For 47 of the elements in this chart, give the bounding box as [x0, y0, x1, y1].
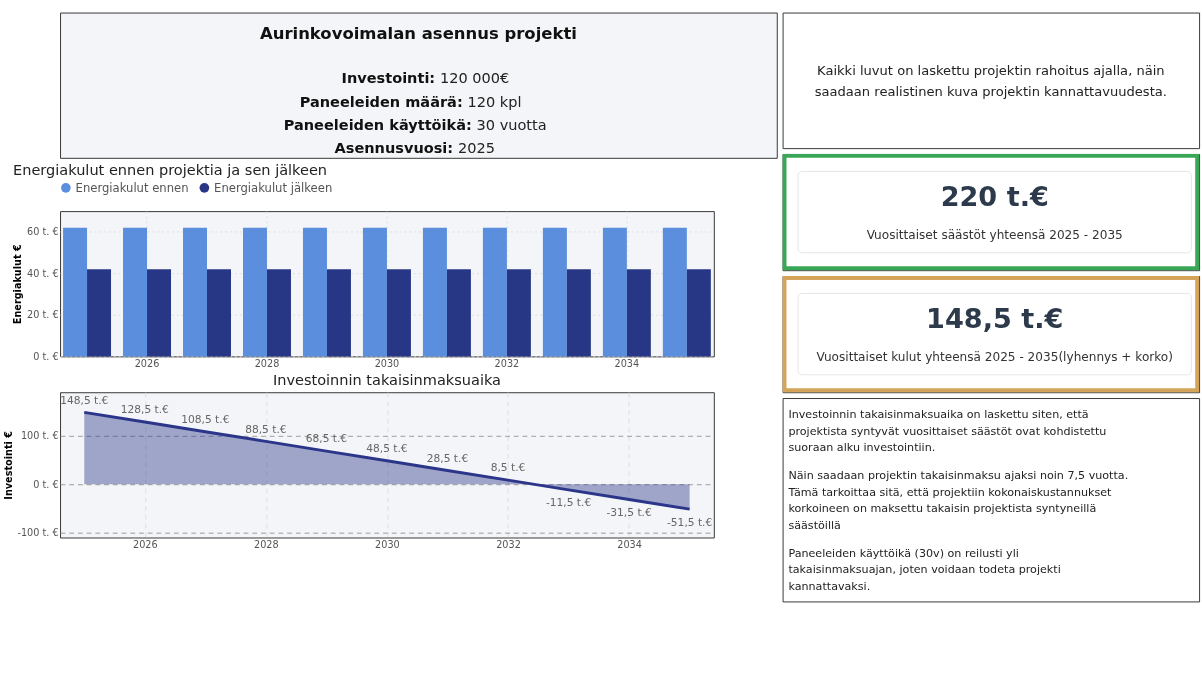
x-tick-label: 2028 — [254, 357, 280, 369]
y-tick-label: 0 t. € — [33, 350, 59, 362]
y-tick-label: 100 t. € — [20, 430, 59, 442]
text: Investointi: 120 000€ — [341, 70, 510, 87]
text: 220 t.€ — [940, 181, 1049, 213]
text: Paneeleiden käyttöikä: 30 vuotta — [283, 116, 547, 133]
data-label: 68,5 t.€ — [305, 432, 348, 446]
chart-title: Investoinnin takaisinmaksuaika — [272, 372, 501, 389]
data-label: 108,5 t.€ — [181, 412, 230, 426]
data-label: 148,5 t.€ — [60, 393, 109, 407]
data-label: 48,5 t.€ — [366, 442, 408, 456]
data-label: 8,5 t.€ — [490, 461, 526, 475]
x-tick-label: 2026 — [134, 357, 160, 369]
data-label: -51,5 t.€ — [667, 515, 713, 529]
x-tick-label: 2034 — [614, 357, 640, 369]
text: Kaikki luvut on laskettu projektin rahoitus ajalla, näin saadaan realistinen kuva projektin kannattavuudesta. — [814, 62, 1167, 99]
legend-label: Energiakulut jälkeen — [214, 180, 333, 195]
text: Paneeleiden määrä: 120 kpl — [299, 93, 522, 110]
text: Vuosittaiset kulut yhteensä 2025 - 2035(lyhennys + korko) — [816, 350, 1173, 365]
x-tick-label: 2030 — [374, 357, 400, 369]
text: 148,5 t.€ — [926, 303, 1064, 335]
text: Investoinnin takaisinmaksuaika on laskettu siten, että projektista syntyvät vuosittaiset säästöt ovat kohdistettu suoraan alku investointiin. — [788, 408, 1107, 455]
y-tick-label: 0 t. € — [33, 478, 59, 490]
text: Näin saadaan projektin takaisinmaksu ajaksi noin 7,5 vuotta. Tämä tarkoittaa sitä, että projektiin kokonaiskustannukset korkoineen on maksettu takaisin projektista syntyneillä säästöillä — [787, 469, 1129, 532]
text: Paneeleiden käyttöikä (30v) on reilusti yli takaisinmaksuajan, joten voidaan todeta projekti kannattavaksi. — [788, 546, 1061, 593]
data-label: 28,5 t.€ — [426, 451, 469, 465]
y-tick-label: 60 t. € — [27, 226, 59, 238]
y-tick-label: -100 t. € — [17, 527, 59, 539]
x-tick-label: 2030 — [375, 538, 400, 550]
y-axis-title: Energiakulut € — [12, 244, 24, 325]
text: Asennusvuosi: 2025 — [334, 140, 495, 156]
data-label: -11,5 t.€ — [545, 496, 592, 510]
y-tick-label: 40 t. € — [27, 267, 59, 279]
x-tick-label: 2028 — [254, 538, 279, 550]
data-label: 128,5 t.€ — [120, 403, 170, 417]
x-tick-label: 2034 — [617, 538, 642, 550]
data-label: 88,5 t.€ — [245, 422, 287, 436]
text: Aurinkovoimalan asennus projekti — [259, 23, 577, 43]
x-tick-label: 2026 — [132, 538, 158, 550]
x-tick-label: 2032 — [496, 538, 521, 550]
y-axis-title: Investointi € — [2, 430, 14, 500]
x-tick-label: 2032 — [494, 357, 520, 369]
legend-label: Energiakulut ennen — [75, 180, 189, 195]
y-tick-label: 20 t. € — [27, 309, 59, 321]
chart-title: Energiakulut ennen projektia ja sen jälkeen — [13, 162, 328, 179]
data-label: -31,5 t.€ — [606, 505, 652, 519]
text: Vuosittaiset säästöt yhteensä 2025 - 2035 — [866, 228, 1123, 243]
